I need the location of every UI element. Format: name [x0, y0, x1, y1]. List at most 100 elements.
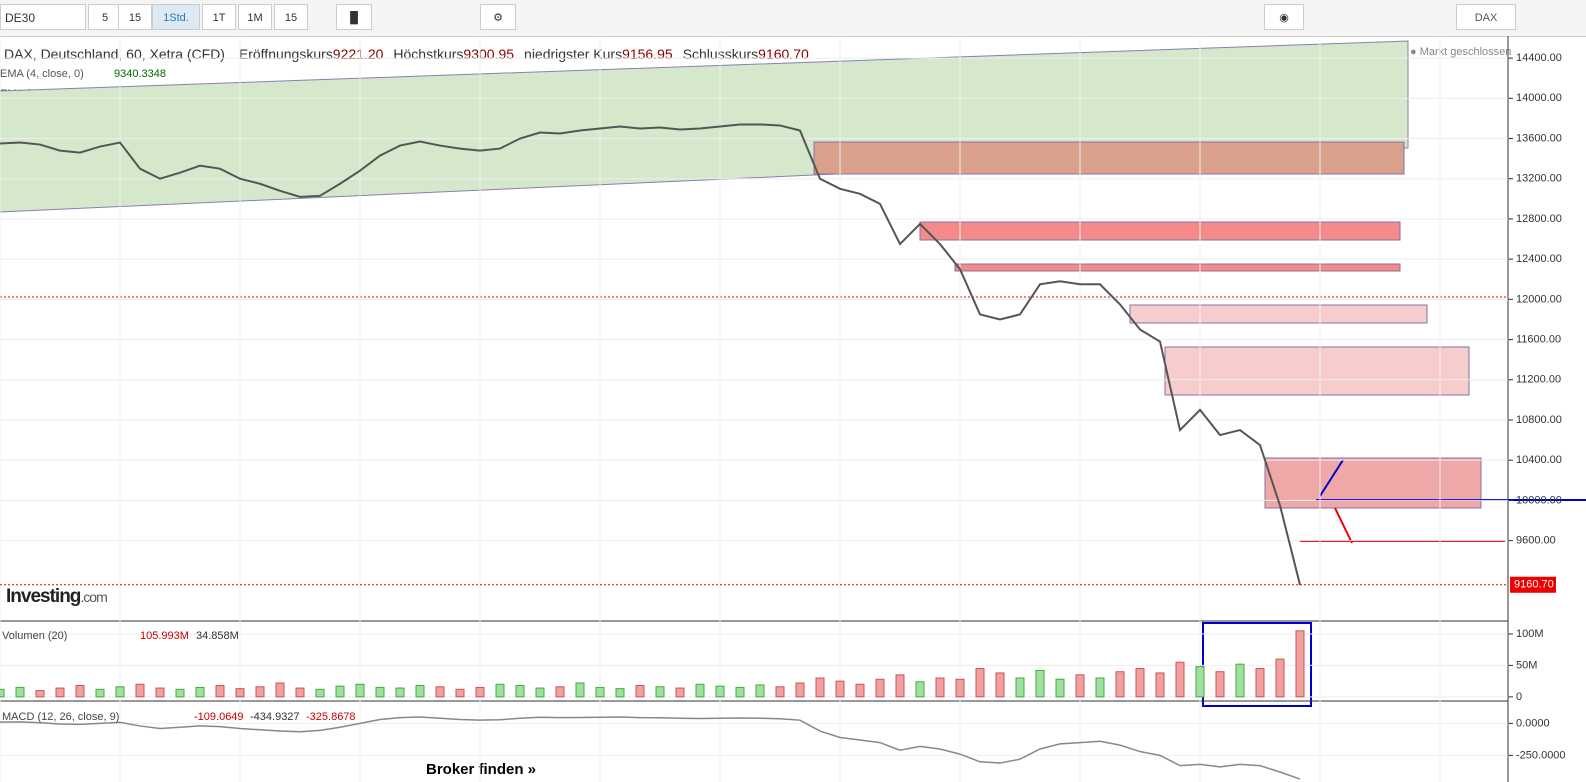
pane-readout: -434.9327 — [250, 711, 300, 723]
interval-button[interactable]: 1T — [202, 4, 236, 30]
y-tick-label: -250.0000 — [1516, 749, 1566, 761]
indicator-value: 9340.3348 — [114, 68, 166, 80]
volume-bar — [115, 686, 125, 698]
last-price-label: 9160.70 — [1514, 579, 1554, 591]
volume-bar — [315, 688, 325, 698]
zone — [919, 221, 1401, 241]
volume-bar — [995, 672, 1005, 698]
volume-bar — [795, 682, 805, 698]
zone — [1129, 304, 1428, 324]
instrument[interactable]: DAX — [1456, 4, 1516, 30]
settings[interactable]: ⚙ — [480, 4, 516, 30]
y-tick-label: 13200.00 — [1516, 173, 1562, 185]
volume-bar — [215, 685, 225, 698]
volume-bar — [1215, 671, 1225, 698]
volume-bar — [35, 690, 45, 698]
volume-bar — [1295, 630, 1305, 698]
volume-bar — [1015, 677, 1025, 698]
volume-bar — [655, 686, 665, 698]
volume-bar — [1155, 672, 1165, 698]
volume-bar — [175, 688, 185, 698]
interval-button[interactable]: 1Std. — [152, 4, 200, 30]
volume-bar — [1175, 661, 1185, 698]
market-status: ● Markt geschlossen — [1410, 46, 1512, 58]
y-tick-label: 12000.00 — [1516, 293, 1562, 305]
volume-bar — [595, 686, 605, 698]
interval-button[interactable]: 5 — [88, 4, 122, 30]
volume-bar — [895, 674, 905, 698]
zone — [954, 263, 1401, 272]
volume-bar — [915, 681, 925, 698]
volume-bar — [755, 684, 765, 698]
volume-bar — [875, 678, 885, 698]
volume-bar — [15, 686, 25, 698]
volume-bar — [675, 687, 685, 698]
volume-bar — [775, 686, 785, 698]
volume-bar — [855, 683, 865, 698]
y-tick-label: 0 — [1516, 691, 1522, 703]
volume-bar — [1115, 671, 1125, 698]
volume-bar — [715, 685, 725, 698]
y-tick-label: 0.0000 — [1516, 717, 1550, 729]
y-tick-label: 13600.00 — [1516, 132, 1562, 144]
arrow — [1319, 459, 1344, 497]
last-price-tag — [1510, 576, 1556, 593]
volume-bar — [415, 685, 425, 698]
volume-bar — [535, 687, 545, 698]
volume-bar — [1275, 658, 1285, 698]
pane-name: Volumen (20) — [2, 630, 67, 642]
highlight-box — [1202, 622, 1312, 707]
pane-readout: 34.858M — [196, 630, 239, 642]
pane-readout: 105.993M — [140, 630, 189, 642]
volume-bar — [835, 680, 845, 698]
volume-bar — [335, 685, 345, 698]
volume-bar — [695, 683, 705, 698]
chart: Broker finden » 14400.00 14000.00 13600.00… — [0, 36, 1586, 782]
arrow — [1334, 507, 1353, 544]
y-tick-label: 10400.00 — [1516, 454, 1562, 466]
y-tick-label: 11200.00 — [1516, 374, 1561, 386]
volume-bar — [135, 683, 145, 698]
channel — [0, 40, 1409, 213]
volume-bar — [435, 686, 445, 698]
zone — [1164, 346, 1470, 396]
volume-bar — [1195, 666, 1205, 698]
interval-button[interactable]: 15 — [118, 4, 152, 30]
symbol-input[interactable]: DE30 — [0, 4, 86, 30]
footer-link[interactable]: Broker finden » — [426, 761, 536, 778]
volume-bar — [375, 686, 385, 698]
volume-bar — [475, 686, 485, 698]
logo-brand: Investing — [6, 586, 81, 607]
y-tick-label: 100M — [1516, 628, 1544, 640]
volume-bar — [575, 682, 585, 698]
volume-bar — [1095, 677, 1105, 698]
volume-bar — [1075, 674, 1085, 698]
interval-button[interactable]: 1M — [238, 4, 272, 30]
volume-bar — [75, 685, 85, 698]
volume-bar — [815, 677, 825, 698]
logo: Investing.com — [6, 586, 108, 608]
volume-bar — [275, 682, 285, 698]
y-tick-label: 11600.00 — [1516, 333, 1561, 345]
chart-type[interactable]: █ — [336, 4, 372, 30]
volume-bar — [55, 687, 65, 698]
pane-readout: -325.8678 — [306, 711, 356, 723]
y-tick-label: 50M — [1516, 659, 1537, 671]
volume-bar — [155, 687, 165, 698]
volume-bar — [395, 687, 405, 698]
volume-bar — [235, 688, 245, 698]
volume-bar — [95, 688, 105, 698]
volume-bar — [455, 688, 465, 698]
interval-button[interactable]: 15 — [274, 4, 308, 30]
y-tick-label: 9600.00 — [1516, 535, 1556, 547]
camera[interactable]: ◉ — [1264, 4, 1304, 30]
volume-bar — [515, 685, 525, 698]
status-text: Markt geschlossen — [1419, 46, 1512, 58]
volume-bar — [975, 668, 985, 698]
indicator-row: EMA (4, close, 0) 9340.3348 — [0, 68, 166, 80]
volume-bar — [555, 686, 565, 698]
volume-bar — [355, 683, 365, 698]
y-tick-label: 12800.00 — [1516, 213, 1562, 225]
volume-bar — [735, 686, 745, 698]
